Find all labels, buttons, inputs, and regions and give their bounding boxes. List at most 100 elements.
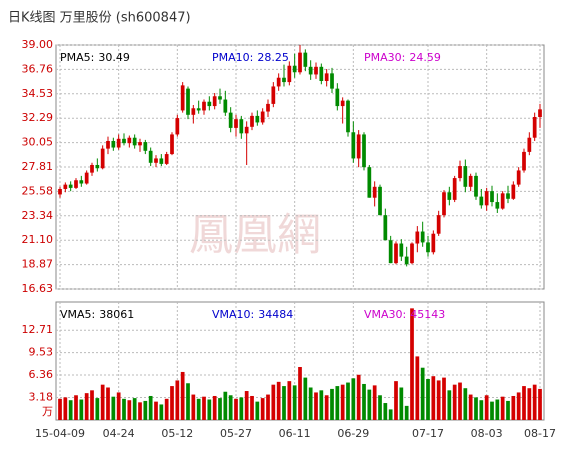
- volume-tick-label: 3.18: [29, 391, 54, 404]
- candle-body: [330, 73, 334, 89]
- volume-bar: [527, 388, 532, 420]
- volume-bar: [324, 395, 329, 420]
- volume-bar: [95, 398, 100, 420]
- volume-bar: [388, 409, 393, 420]
- candle-body: [404, 256, 409, 265]
- volume-bar: [58, 398, 62, 420]
- candle-body: [266, 103, 270, 112]
- volume-bar: [191, 394, 196, 420]
- volume-bar: [228, 395, 233, 420]
- candle-body: [106, 140, 110, 149]
- candle-body: [143, 142, 148, 151]
- volume-bar: [170, 386, 174, 420]
- candle-body: [314, 66, 318, 75]
- candle-body: [63, 184, 68, 189]
- volume-bar: [143, 400, 148, 420]
- candle-body: [442, 192, 446, 216]
- candle-body: [127, 137, 132, 144]
- y-tick-label: 18.87: [22, 258, 54, 271]
- candle-body: [351, 132, 356, 159]
- candle-body: [431, 233, 436, 253]
- volume-bar: [452, 384, 457, 420]
- volume-bar: [266, 394, 270, 420]
- candle-body: [383, 215, 388, 241]
- volume-bar: [186, 383, 190, 420]
- candle-body: [58, 188, 62, 195]
- volume-bar: [356, 374, 361, 420]
- candle-body: [148, 150, 153, 163]
- volume-bar: [116, 392, 121, 420]
- volume-bar: [522, 386, 526, 420]
- candle-body: [260, 111, 265, 123]
- volume-bar: [68, 400, 73, 420]
- volume-bar: [516, 392, 521, 420]
- volume-bar: [500, 396, 505, 420]
- volume-bar: [335, 386, 340, 420]
- candle-body: [271, 86, 276, 104]
- volume-bar: [138, 402, 142, 420]
- legend-value: 28.25: [257, 51, 289, 64]
- candle-body: [378, 186, 382, 216]
- candle-body: [100, 148, 105, 169]
- volume-bar: [154, 401, 158, 420]
- y-tick-label: 30.05: [22, 136, 54, 149]
- volume-bar: [255, 401, 260, 420]
- volume-bar: [148, 395, 153, 420]
- candle-body: [436, 215, 441, 234]
- legend-value: 38061: [99, 308, 134, 321]
- candle-body: [324, 73, 329, 81]
- volume-bar: [164, 398, 169, 420]
- volume-bar: [100, 384, 105, 420]
- volume-bar: [250, 395, 254, 420]
- volume-bar: [282, 386, 286, 420]
- volume-bar: [196, 398, 201, 420]
- candle-body: [132, 137, 137, 146]
- candle-body: [170, 134, 174, 155]
- volume-bar: [63, 397, 68, 420]
- volume-bar: [202, 396, 206, 420]
- watermark: 鳳凰網: [189, 210, 321, 261]
- y-tick-label: 23.34: [22, 209, 54, 222]
- volume-bar: [74, 395, 78, 420]
- y-tick-label: 39.00: [22, 38, 54, 51]
- volume-bar: [394, 381, 398, 420]
- volume-bar: [287, 381, 292, 420]
- volume-bar: [207, 399, 212, 420]
- x-tick-label: 04-24: [103, 427, 135, 440]
- candle-body: [164, 154, 169, 164]
- candle-body: [495, 202, 500, 209]
- candle-body: [298, 52, 302, 73]
- volume-bar: [175, 380, 180, 420]
- candle-body: [506, 193, 510, 199]
- volume-bar: [468, 394, 473, 420]
- volume-bar: [340, 384, 345, 420]
- x-tick-label: 08-17: [524, 427, 556, 440]
- volume-bar: [474, 397, 478, 420]
- volume-bar: [132, 398, 137, 420]
- candle-body: [356, 134, 361, 159]
- candle-body: [212, 96, 217, 107]
- volume-bar: [420, 367, 425, 420]
- candle-body: [111, 140, 116, 148]
- volume-tick-label: 9.53: [29, 346, 54, 359]
- candle-body: [175, 118, 180, 135]
- candle-body: [452, 178, 457, 200]
- legend-value: 24.59: [409, 51, 441, 64]
- candle-body: [463, 166, 468, 187]
- volume-bar: [314, 392, 318, 420]
- candle-body: [84, 172, 89, 184]
- volume-bar: [84, 393, 89, 420]
- volume-bar: [367, 389, 372, 420]
- candle-body: [474, 175, 478, 197]
- candle-body: [522, 151, 526, 171]
- candle-body: [95, 164, 100, 169]
- volume-bar: [90, 390, 94, 420]
- volume-bar: [276, 381, 281, 420]
- volume-bar: [410, 308, 414, 420]
- candle-body: [196, 108, 201, 111]
- x-tick-label: 05-12: [161, 427, 193, 440]
- legend-value: 45143: [410, 308, 445, 321]
- candle-body: [276, 77, 281, 87]
- volume-bar: [495, 399, 500, 420]
